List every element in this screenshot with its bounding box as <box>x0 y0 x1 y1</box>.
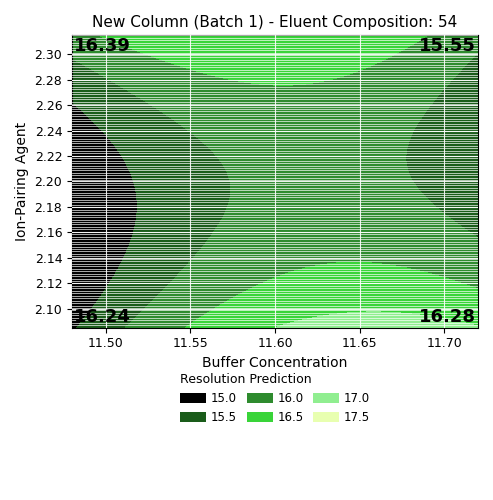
Text: 15.55: 15.55 <box>420 36 476 54</box>
Y-axis label: Ion-Pairing Agent: Ion-Pairing Agent <box>15 122 29 241</box>
Legend: 15.0, 15.5, 16.0, 16.5, 17.0, 17.5: 15.0, 15.5, 16.0, 16.5, 17.0, 17.5 <box>176 368 374 429</box>
X-axis label: Buffer Concentration: Buffer Concentration <box>202 356 348 370</box>
Text: 16.39: 16.39 <box>74 36 131 54</box>
Text: 16.28: 16.28 <box>420 308 476 326</box>
Title: New Column (Batch 1) - Eluent Composition: 54: New Column (Batch 1) - Eluent Compositio… <box>92 15 458 30</box>
Text: 16.24: 16.24 <box>74 308 131 326</box>
